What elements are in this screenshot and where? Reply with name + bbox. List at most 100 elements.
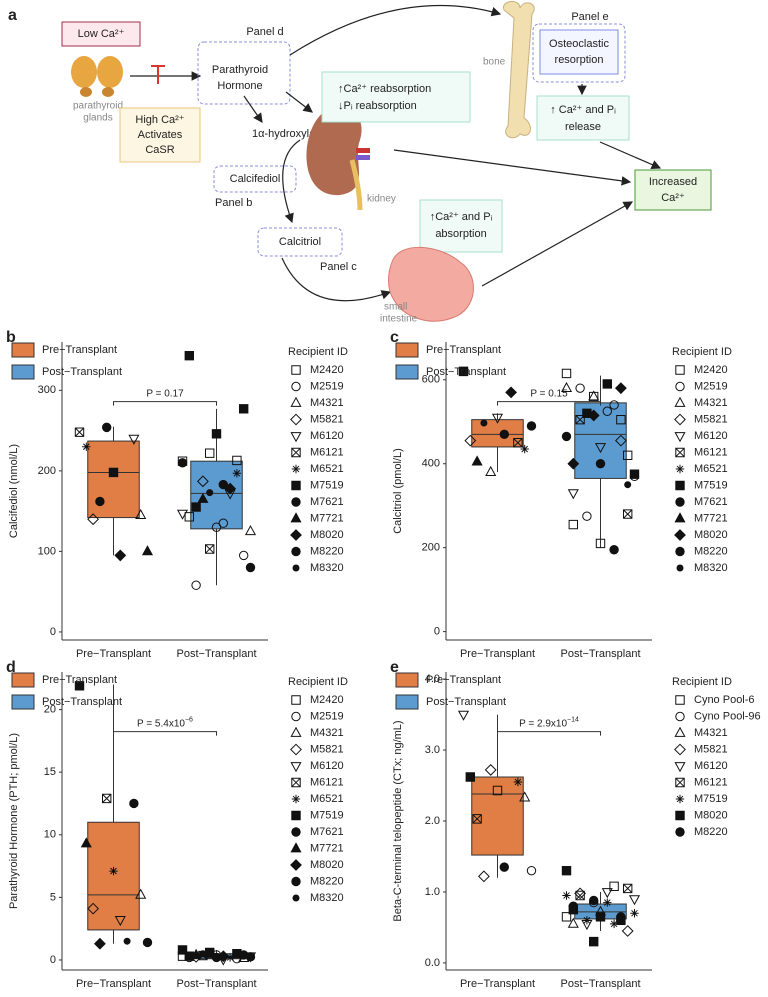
point bbox=[575, 890, 585, 901]
point bbox=[561, 368, 572, 379]
calcitriol: Calcitriol bbox=[279, 236, 321, 248]
x-tick-label: Post−Transplant bbox=[177, 978, 257, 990]
y-tick-label: 0.0 bbox=[425, 957, 440, 969]
increased: Increased bbox=[649, 176, 697, 188]
legend-label: M4321 bbox=[310, 727, 344, 739]
point bbox=[622, 450, 633, 461]
point bbox=[224, 482, 237, 495]
legend-label: M2420 bbox=[310, 694, 344, 706]
legend-label: M8320 bbox=[694, 562, 728, 574]
legend-symbol bbox=[674, 432, 686, 443]
point bbox=[457, 710, 470, 721]
legend-symbol bbox=[675, 711, 685, 722]
arrow bbox=[281, 257, 392, 302]
x-tick-label: Pre−Transplant bbox=[460, 648, 535, 660]
legend-symbol bbox=[290, 842, 302, 853]
intestine: small bbox=[384, 302, 407, 313]
point bbox=[184, 350, 195, 361]
y-tick-label: 15 bbox=[44, 766, 56, 778]
legend-label: Post−Transplant bbox=[42, 696, 122, 708]
legend-symbol bbox=[291, 827, 301, 837]
point bbox=[624, 481, 632, 489]
legend-symbol bbox=[291, 711, 301, 722]
point bbox=[93, 937, 106, 950]
legend-symbol bbox=[675, 794, 685, 804]
point bbox=[232, 455, 242, 466]
x-tick-label: Pre−Transplant bbox=[76, 648, 151, 660]
point bbox=[142, 937, 153, 948]
legend-label: M4321 bbox=[694, 727, 728, 739]
legend-symbol bbox=[291, 695, 301, 705]
legend-label: M6521 bbox=[694, 463, 728, 475]
panel-label: c bbox=[390, 329, 399, 346]
legend-key bbox=[11, 342, 35, 358]
y-tick-label: 10 bbox=[44, 829, 56, 841]
legend-label: M7519 bbox=[694, 793, 728, 805]
x-tick-label: Post−Transplant bbox=[561, 978, 641, 990]
legend-symbol bbox=[291, 381, 301, 392]
reabsorption: ↑Ca²⁺ reabsorption bbox=[338, 83, 431, 95]
legend-label: M8320 bbox=[310, 892, 344, 904]
legend-label: M7721 bbox=[694, 512, 728, 524]
legend-label: M5821 bbox=[694, 743, 728, 755]
point bbox=[472, 814, 482, 824]
glands-icon bbox=[71, 56, 123, 97]
point bbox=[123, 937, 131, 945]
bone: bone bbox=[483, 57, 506, 68]
legend-symbol bbox=[290, 859, 302, 871]
point bbox=[114, 916, 126, 927]
legend-label: M8220 bbox=[310, 875, 344, 887]
bone-icon bbox=[503, 1, 535, 139]
point bbox=[595, 912, 606, 922]
legend-symbol bbox=[674, 512, 686, 523]
point bbox=[560, 381, 573, 393]
y-axis-label: Calcifediol (nmol/L) bbox=[8, 444, 20, 538]
legend-key bbox=[11, 694, 35, 710]
legend-label: M7621 bbox=[310, 496, 344, 508]
point bbox=[589, 895, 599, 906]
point bbox=[601, 888, 613, 899]
point bbox=[602, 379, 612, 389]
point bbox=[87, 513, 100, 526]
osteo-box bbox=[539, 29, 619, 75]
point bbox=[135, 888, 147, 899]
legend-symbol bbox=[290, 413, 302, 426]
y-tick-label: 100 bbox=[38, 545, 56, 557]
legend-key bbox=[395, 694, 419, 710]
gland-label: glands bbox=[83, 113, 112, 124]
point bbox=[141, 545, 154, 556]
point bbox=[225, 953, 235, 962]
point bbox=[491, 413, 504, 424]
legend-label: M6120 bbox=[694, 430, 728, 442]
point bbox=[589, 936, 599, 947]
kidney: kidney bbox=[367, 194, 396, 205]
point bbox=[561, 912, 572, 922]
point bbox=[211, 522, 222, 532]
y-axis-label: Calcitriol (pmol/L) bbox=[392, 448, 404, 534]
legend-label: M6121 bbox=[310, 446, 344, 458]
legend-label: M2420 bbox=[310, 364, 344, 376]
point bbox=[622, 883, 633, 894]
point bbox=[499, 429, 509, 440]
point bbox=[177, 458, 188, 468]
point bbox=[614, 382, 627, 395]
bracket bbox=[113, 731, 217, 736]
osteoclastic: Osteoclastic bbox=[549, 38, 609, 50]
point bbox=[129, 798, 139, 809]
legend-label: M5821 bbox=[310, 743, 344, 755]
diagram: a Low Ca²⁺ parathyroid glands High Ca²⁺ … bbox=[8, 1, 712, 325]
box bbox=[190, 460, 243, 530]
legend-symbol bbox=[290, 512, 302, 523]
y-tick-label: 0 bbox=[50, 954, 56, 966]
point bbox=[238, 550, 249, 561]
legend-label: M2519 bbox=[310, 380, 344, 392]
kidney-icon bbox=[306, 107, 370, 211]
point bbox=[526, 421, 537, 431]
point bbox=[519, 791, 531, 802]
point bbox=[191, 580, 201, 590]
legend-label: M6521 bbox=[310, 793, 344, 805]
p-exponent: −14 bbox=[567, 716, 579, 723]
legend-label: M7621 bbox=[310, 826, 344, 838]
legend-label: M6121 bbox=[694, 446, 728, 458]
